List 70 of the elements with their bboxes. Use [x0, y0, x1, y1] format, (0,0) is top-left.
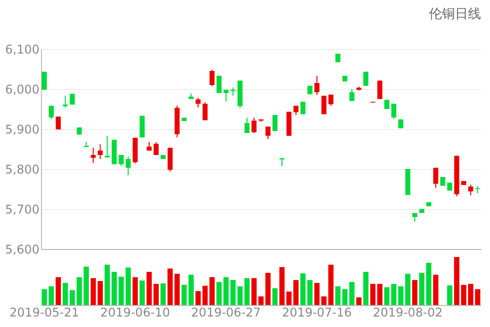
bar: [447, 285, 452, 305]
bar: [132, 277, 138, 305]
bar: [56, 277, 61, 305]
bar: [293, 280, 299, 305]
bar: [223, 277, 229, 305]
bar: [216, 282, 222, 305]
bar: [188, 274, 194, 305]
candlestick: [48, 105, 54, 120]
bar: [160, 283, 166, 305]
candlestick: [90, 147, 96, 164]
y-tick-label: 5,700: [5, 202, 40, 216]
candlestick: [377, 80, 382, 100]
y-tick-label: 5,900: [5, 122, 40, 136]
candlestick: [168, 147, 173, 172]
bar: [265, 272, 271, 305]
candlestick: [252, 117, 257, 134]
bar: [251, 278, 257, 305]
bar: [328, 264, 334, 305]
y-tick-label: 5,800: [5, 162, 40, 176]
candlestick: [363, 71, 368, 86]
candlestick: [98, 144, 103, 160]
bar: [356, 297, 362, 305]
y-tick-label: 6,000: [5, 82, 40, 96]
bar: [279, 267, 285, 305]
candlestick: [244, 117, 250, 134]
candlestick: [314, 75, 320, 96]
candlestick: [202, 102, 208, 121]
bar: [244, 278, 250, 305]
candlestick: [272, 115, 278, 131]
candlestick: [468, 184, 474, 196]
bar: [286, 292, 292, 305]
candlestick: [433, 167, 438, 188]
candlestick: [210, 69, 215, 87]
bar: [140, 280, 145, 305]
candlestick: [265, 126, 270, 140]
bar: [209, 277, 215, 305]
bar: [314, 282, 320, 305]
bar: [300, 273, 306, 305]
candlestick: [196, 97, 201, 108]
candlestick: [140, 115, 145, 138]
bar: [258, 296, 264, 305]
bar: [307, 280, 313, 305]
candlestick: [328, 94, 334, 106]
y-tick-label: 5,600: [5, 242, 40, 256]
bar: [230, 280, 236, 305]
bar: [335, 286, 341, 305]
x-tick-label: 2019-06-10: [100, 306, 170, 320]
chart-title: 伦铜日线: [429, 7, 481, 22]
bar: [412, 280, 418, 305]
candlestick: [154, 142, 159, 156]
bar: [272, 288, 278, 305]
bar: [195, 291, 201, 305]
bar: [181, 284, 187, 305]
candlestick: [56, 116, 61, 130]
y-tick-label: 6,100: [5, 42, 40, 56]
bar: [202, 286, 208, 305]
candlestick: [42, 71, 47, 90]
bar: [237, 286, 243, 305]
bar: [321, 296, 327, 305]
x-tick-label: 2019-08-02: [372, 306, 443, 320]
candlestick: [391, 103, 396, 120]
bar: [433, 274, 438, 305]
x-tick-label: 2019-05-21: [9, 306, 80, 320]
candlestick: [62, 95, 68, 108]
candlestick: [118, 154, 124, 166]
candlestick: [126, 156, 131, 176]
x-tick-label: 2019-06-27: [191, 306, 261, 320]
candlestick: [104, 135, 110, 158]
bar: [363, 272, 368, 305]
x-tick-label: 2019-07-16: [282, 306, 352, 320]
